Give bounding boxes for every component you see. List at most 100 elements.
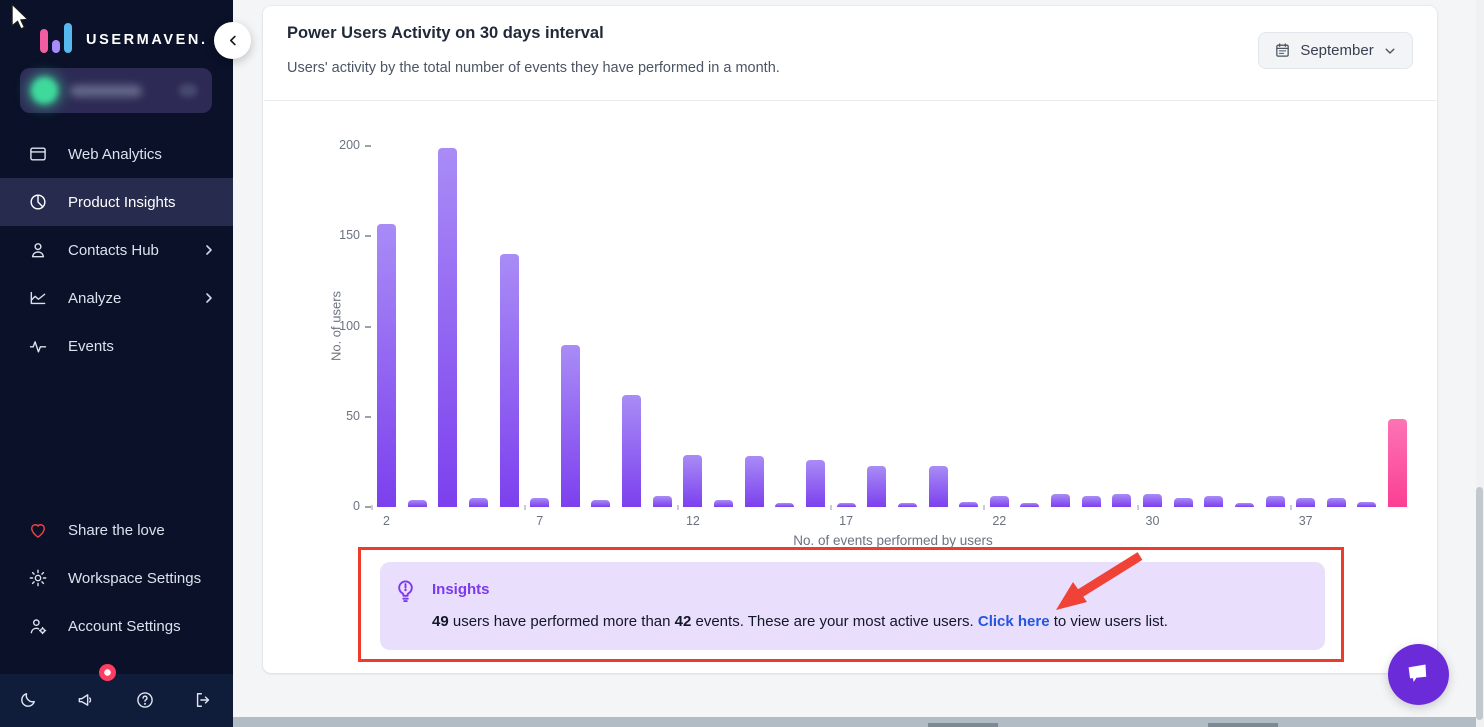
sidebar-secondary-nav: Share the love Workspace Settings Account … [0,506,233,650]
chart-bar[interactable] [622,395,642,507]
chart-bar[interactable] [1143,494,1162,507]
events-count: 42 [674,613,692,630]
chart-bar[interactable] [1388,418,1408,507]
scrollbar-thumb[interactable] [1476,487,1483,720]
y-axis-tick-label: 100 [339,318,360,333]
x-axis-tick-label: 7 [536,514,544,528]
sidebar-item-events[interactable]: Events [0,322,233,370]
chart-bar[interactable] [407,499,427,507]
sidebar-item-share-the-love[interactable]: Share the love [0,506,233,554]
lightbulb-icon [392,575,419,606]
chart-bar[interactable] [1081,496,1101,507]
workspace-chevron-blurred [179,84,197,97]
usermaven-logo: USERMAVEN. [40,18,208,56]
sidebar-item-workspace-settings[interactable]: Workspace Settings [0,554,233,602]
chart-bar[interactable] [591,499,611,507]
y-axis-tick-label: 50 [346,408,360,423]
pie-chart-icon [28,192,48,212]
chart-bar[interactable] [1234,503,1254,507]
usermaven-logo-icon [40,22,78,56]
y-axis-tick-label: 150 [339,228,360,243]
logout-icon [193,690,213,710]
sidebar-item-label: Share the love [68,521,165,539]
chart-bar[interactable] [1204,496,1224,507]
page-subtitle: Users' activity by the total number of e… [287,60,780,76]
chevron-down-icon [1383,44,1397,58]
chart-bar[interactable] [744,456,764,507]
chart-bar[interactable] [989,496,1009,507]
user-gear-icon [28,616,48,636]
chart-bar[interactable] [959,501,979,507]
notification-dot [99,664,116,681]
chart-bar[interactable] [1265,496,1285,507]
sidebar-item-web-analytics[interactable]: Web Analytics [0,130,233,178]
footer-help-button[interactable] [135,690,157,712]
chat-bubble-icon [1403,656,1435,693]
collapse-sidebar-button[interactable] [214,22,251,59]
taskbar-edge [233,717,1484,727]
chart-bar[interactable] [438,147,458,507]
heart-icon [28,520,48,540]
chart-bar[interactable] [714,499,734,507]
chart-bar[interactable] [652,496,672,507]
sidebar-item-label: Product Insights [68,193,176,211]
users-count: 49 [432,613,449,630]
sidebar-item-label: Contacts Hub [68,241,159,259]
month-selector-label: September [1300,42,1374,59]
footer-megaphone-button[interactable] [76,690,98,712]
chart-bar[interactable] [897,503,917,507]
moon-icon [18,690,38,710]
y-axis-tick-label: 0 [353,499,360,513]
chart-bar[interactable] [1326,497,1346,507]
chevron-right-icon [201,242,217,258]
chevron-left-icon [223,33,243,48]
insights-text-part: events. These are your most active users… [691,613,978,630]
chart-bar[interactable] [928,465,948,507]
sidebar-item-label: Web Analytics [68,145,162,163]
sidebar-item-contacts-hub[interactable]: Contacts Hub [0,226,233,274]
chart-bar[interactable] [1020,503,1040,507]
workspace-selector[interactable] [20,68,212,113]
chart-bar[interactable] [1051,494,1071,507]
chart-bar[interactable] [683,454,703,507]
y-axis-tick-mark [365,415,371,418]
sidebar-footer [0,674,233,727]
chart-bar[interactable] [805,460,825,507]
y-axis-tick-mark [365,235,371,238]
chart-bar[interactable] [530,497,550,507]
chart-bar[interactable] [377,223,396,507]
chart-bar[interactable] [560,344,580,507]
y-axis-tick-mark [365,145,371,147]
footer-logout-button[interactable] [193,690,215,712]
y-axis-tick-mark [365,325,371,328]
browser-window-icon [28,144,48,164]
sidebar-item-label: Analyze [68,289,122,307]
x-axis-tick-label: 17 [839,514,854,528]
chart-bar[interactable] [499,254,519,507]
chart-bar[interactable] [1112,494,1132,507]
chart-bar[interactable] [836,503,856,507]
chart-bar[interactable] [867,465,887,507]
chart-bar[interactable] [1357,501,1377,507]
chart-bar[interactable] [775,503,795,507]
chart-bar[interactable] [468,497,488,507]
taskbar-mark [1208,723,1278,727]
footer-moon-button[interactable] [18,690,40,712]
click-here-link[interactable]: Click here [977,613,1050,630]
sidebar-item-account-settings[interactable]: Account Settings [0,602,233,650]
sidebar-item-analyze[interactable]: Analyze [0,274,233,322]
sidebar-item-label: Events [68,337,114,355]
x-axis-tick-mark [983,505,986,510]
header-divider [264,100,1436,101]
chevron-right-icon [201,290,217,306]
area-chart-icon [28,288,48,308]
chart-bar[interactable] [1296,497,1316,507]
sidebar-nav: Web Analytics Product Insights Contacts Hu… [0,130,233,370]
chat-widget-button[interactable] [1388,644,1449,705]
x-axis-tick-label: 2 [383,514,390,528]
x-axis-tick-mark [830,505,833,510]
sidebar-item-product-insights[interactable]: Product Insights [0,178,233,226]
chart-bar[interactable] [1173,497,1193,507]
x-axis-title: No. of events performed by users [793,533,993,548]
month-selector-button[interactable]: September [1258,32,1413,69]
